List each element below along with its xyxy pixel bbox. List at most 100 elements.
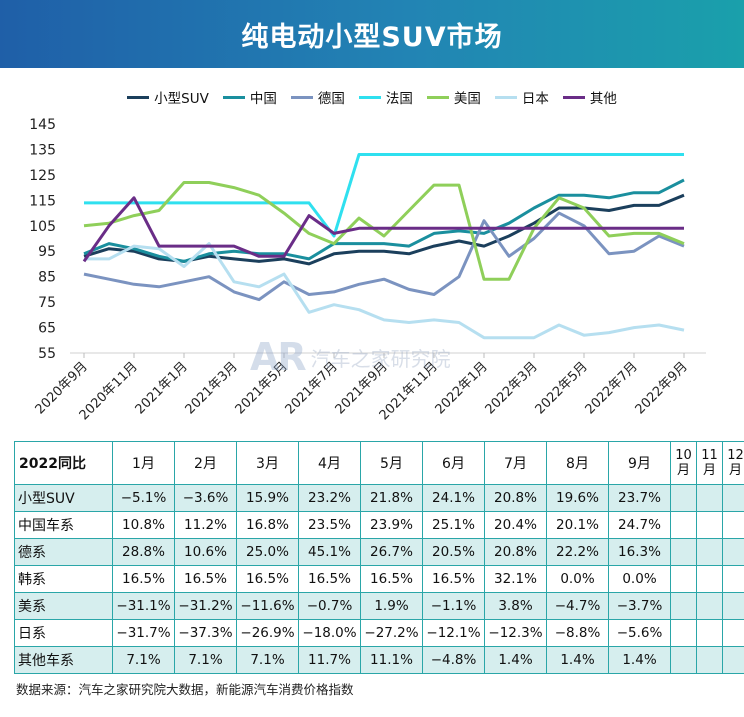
table-cell — [722, 646, 744, 674]
table-cell: −5.1% — [112, 484, 175, 512]
table-cell: −1.1% — [422, 592, 485, 620]
legend-swatch — [358, 95, 381, 99]
table-cell: 24.1% — [422, 484, 485, 512]
row-label: 中国车系 — [14, 511, 113, 539]
table-cell: 20.1% — [546, 511, 609, 539]
table-cell: −4.8% — [422, 646, 485, 674]
table-cell: 45.1% — [298, 538, 361, 566]
y-tick-label: 145 — [29, 117, 56, 133]
table-cell: 15.9% — [236, 484, 299, 512]
table-cell: 26.7% — [360, 538, 423, 566]
legend-label: 中国 — [249, 91, 277, 107]
month-header: 5月 — [360, 441, 423, 485]
legend-entry: 德国 — [290, 87, 345, 107]
table-cell: −31.7% — [112, 619, 175, 647]
legend-swatch — [222, 95, 245, 99]
table-cell: 7.1% — [174, 646, 237, 674]
table-cell: −5.6% — [608, 619, 671, 647]
table-row: 韩系 16.5% 16.5% 16.5% 16.5% 16.5% 16.5% 32.1% 0.0… — [14, 565, 744, 593]
table-cell: −4.7% — [546, 592, 609, 620]
title-banner: 纯电动小型SUV市场 — [0, 0, 744, 68]
table-cell: 23.7% — [608, 484, 671, 512]
table-cell: 20.8% — [484, 484, 547, 512]
table-cell — [722, 592, 744, 620]
legend-entry: 中国 — [222, 87, 277, 107]
series-line-5 — [84, 242, 685, 340]
x-tick-label: 2022年9月 — [633, 359, 691, 417]
legend-entry: 小型SUV — [127, 87, 209, 107]
legend-label: 法国 — [385, 91, 413, 107]
table-header-row: 2022同比 1月 2月 3月 4月 5月 6月 7月 8月 9月 10月 11月 12月 — [14, 441, 744, 485]
table-row: 日系 −31.7% −37.3% −26.9% −18.0% −27.2% −12.1% −1… — [14, 619, 744, 647]
y-tick-label: 85 — [38, 270, 56, 286]
table-cell — [722, 565, 744, 593]
table-body: 小型SUV −5.1% −3.6% 15.9% 23.2% 21.8% 24.1% 20.8%… — [14, 484, 744, 674]
legend-label: 小型SUV — [154, 91, 209, 107]
table-row: 小型SUV −5.1% −3.6% 15.9% 23.2% 21.8% 24.1% 20.8%… — [14, 484, 744, 512]
table-cell: 7.1% — [112, 646, 175, 674]
y-tick-label: 65 — [38, 321, 56, 337]
legend-label: 德国 — [317, 91, 345, 107]
table-cell: 24.7% — [608, 511, 671, 539]
series-line-3 — [84, 153, 684, 238]
month-header: 10月 — [670, 441, 697, 485]
y-tick-label: 125 — [29, 168, 56, 184]
table-cell: −3.6% — [174, 484, 237, 512]
table-cell: −27.2% — [360, 619, 423, 647]
table-cell: −8.8% — [546, 619, 609, 647]
month-header: 1月 — [112, 441, 175, 485]
table-cell: 7.1% — [236, 646, 299, 674]
table-cell — [670, 484, 697, 512]
legend-entry: 日本 — [494, 87, 549, 107]
legend-label: 美国 — [453, 91, 481, 107]
table-row: 中国车系 10.8% 11.2% 16.8% 23.5% 23.9% 25.1% 20.4% 2… — [14, 511, 744, 539]
table-cell — [670, 538, 697, 566]
y-tick-label: 95 — [38, 244, 56, 260]
table-cell: 1.9% — [360, 592, 423, 620]
table-cell: 1.4% — [608, 646, 671, 674]
table-cell: 10.8% — [112, 511, 175, 539]
x-tick-label: 2022年7月 — [583, 359, 641, 417]
line-chart: 55657585951051151251351452020年9月2020年11月… — [29, 117, 706, 423]
table-cell: −37.3% — [174, 619, 237, 647]
table-cell — [696, 646, 723, 674]
month-header: 9月 — [608, 441, 671, 485]
series-line-4 — [83, 181, 685, 281]
table-cell: 3.8% — [484, 592, 547, 620]
table-cell — [696, 538, 723, 566]
month-header: 8月 — [546, 441, 609, 485]
table-cell: 0.0% — [546, 565, 609, 593]
table-cell: 1.4% — [546, 646, 609, 674]
table-cell: 28.8% — [112, 538, 175, 566]
month-header: 12月 — [722, 441, 744, 485]
table-cell: 16.5% — [236, 565, 299, 593]
legend-label: 日本 — [521, 91, 549, 107]
table-cell — [670, 565, 697, 593]
series-line-2 — [83, 211, 685, 302]
chart-legend: 小型SUV 中国 德国 法国 美国 日本 其他 — [0, 86, 744, 108]
x-tick-label: 2022年3月 — [483, 359, 541, 417]
table-cell: 19.6% — [546, 484, 609, 512]
month-header: 4月 — [298, 441, 361, 485]
month-header: 7月 — [484, 441, 547, 485]
y-tick-label: 105 — [29, 219, 56, 235]
row-label: 韩系 — [14, 565, 113, 593]
page-title: 纯电动小型SUV市场 — [241, 21, 503, 53]
table-cell: 0.0% — [608, 565, 671, 593]
row-label: 德系 — [14, 538, 113, 566]
legend-label: 其他 — [589, 91, 617, 107]
month-header: 6月 — [422, 441, 485, 485]
table-cell: −12.1% — [422, 619, 485, 647]
y-tick-label: 115 — [29, 193, 56, 209]
table-cell: 20.8% — [484, 538, 547, 566]
table-cell: −3.7% — [608, 592, 671, 620]
table-cell: 10.6% — [174, 538, 237, 566]
table-row: 美系 −31.1% −31.2% −11.6% −0.7% 1.9% −1.1% 3.8% −4… — [14, 592, 744, 620]
table-cell: 23.2% — [298, 484, 361, 512]
table-cell — [696, 484, 723, 512]
source-note: 数据来源：汽车之家研究院大数据，新能源汽车消费价格指数 — [16, 682, 354, 697]
table-cell — [670, 619, 697, 647]
month-header: 2月 — [174, 441, 237, 485]
x-tick-label: 2022年1月 — [433, 359, 491, 417]
table-cell: 16.5% — [298, 565, 361, 593]
